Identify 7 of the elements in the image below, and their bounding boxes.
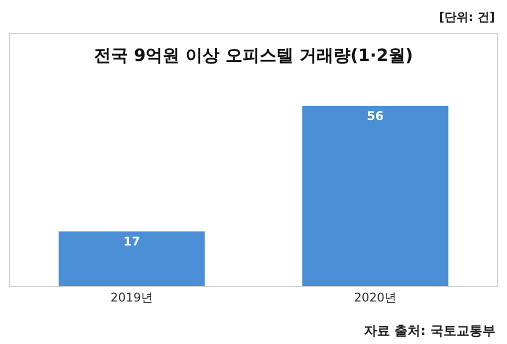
chart-title: 전국 9억원 이상 오피스텔 거래량(1·2월) (94, 46, 414, 66)
text: [단위: 건] (439, 10, 495, 24)
text: 자료 출처: 국토교통부 (364, 324, 496, 339)
x-tick-label: 2019년 (110, 290, 154, 304)
x-tick-label: 2020년 (354, 290, 397, 304)
data-label: 17 (123, 234, 140, 248)
data-label: 56 (366, 109, 384, 123)
